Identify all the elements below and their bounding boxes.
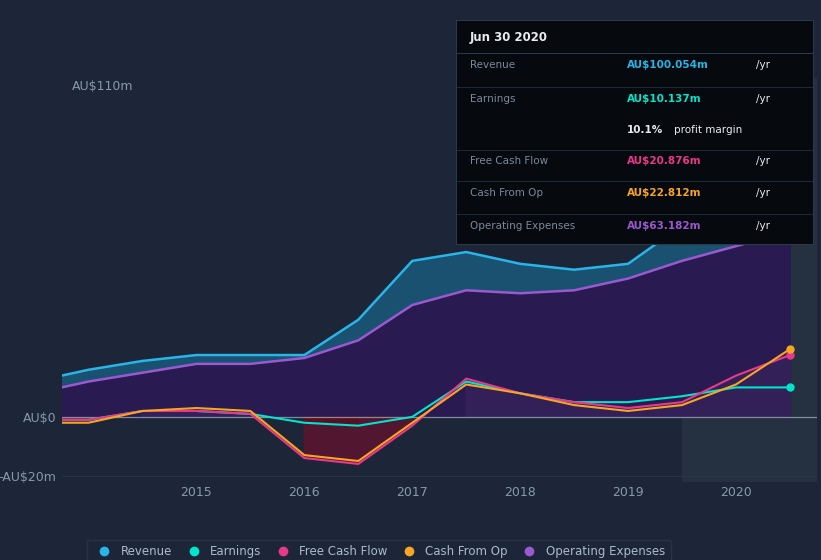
Text: AU$63.182m: AU$63.182m	[627, 221, 702, 231]
Text: Operating Expenses: Operating Expenses	[470, 221, 576, 231]
Text: Earnings: Earnings	[470, 94, 516, 104]
Text: /yr: /yr	[755, 188, 769, 198]
Text: /yr: /yr	[755, 221, 769, 231]
Text: Jun 30 2020: Jun 30 2020	[470, 31, 548, 44]
Text: 10.1%: 10.1%	[627, 125, 663, 135]
Text: /yr: /yr	[755, 156, 769, 166]
Text: AU$20.876m: AU$20.876m	[627, 156, 702, 166]
Text: Free Cash Flow: Free Cash Flow	[470, 156, 548, 166]
Text: AU$110m: AU$110m	[72, 80, 134, 93]
Text: /yr: /yr	[755, 60, 769, 70]
Bar	[682, 78, 821, 482]
Text: AU$22.812m: AU$22.812m	[627, 188, 702, 198]
Text: AU$100.054m: AU$100.054m	[627, 60, 709, 70]
Legend: Revenue, Earnings, Free Cash Flow, Cash From Op, Operating Expenses: Revenue, Earnings, Free Cash Flow, Cash …	[87, 540, 671, 560]
Text: /yr: /yr	[755, 94, 769, 104]
Text: Revenue: Revenue	[470, 60, 515, 70]
Text: Cash From Op: Cash From Op	[470, 188, 543, 198]
Text: AU$10.137m: AU$10.137m	[627, 94, 702, 104]
Text: profit margin: profit margin	[673, 125, 741, 135]
